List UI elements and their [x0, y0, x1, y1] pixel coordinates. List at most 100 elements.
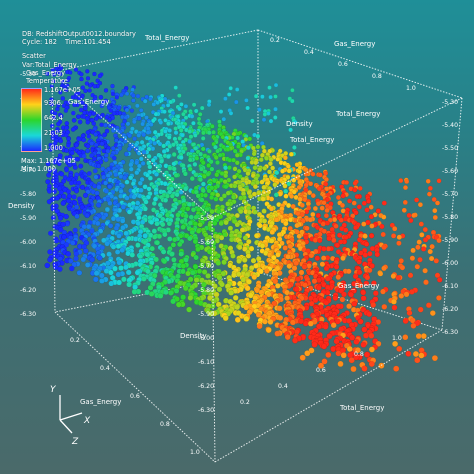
data-point [241, 257, 248, 263]
data-point [230, 253, 236, 259]
data-point [154, 221, 160, 227]
data-point [414, 197, 420, 203]
data-point [140, 161, 146, 166]
data-point [250, 257, 257, 264]
data-point [60, 96, 65, 101]
data-point [195, 246, 201, 252]
data-point [353, 224, 359, 231]
data-point [166, 134, 172, 140]
data-point [218, 220, 224, 226]
data-point [86, 134, 92, 139]
data-point [169, 251, 175, 257]
data-point [367, 250, 373, 257]
data-point [285, 253, 291, 260]
box-edge-top-left [51, 29, 259, 73]
data-point [223, 184, 229, 190]
data-point [209, 209, 215, 215]
data-point [92, 71, 97, 77]
data-point [72, 102, 77, 108]
data-point [140, 219, 146, 225]
data-point [422, 237, 429, 243]
data-point [259, 243, 266, 249]
data-point [414, 263, 421, 270]
data-point [112, 265, 118, 272]
data-point [170, 242, 177, 248]
data-point [85, 119, 91, 125]
data-point [255, 133, 261, 139]
data-point [167, 144, 173, 149]
data-point [107, 117, 112, 123]
data-point [59, 113, 64, 119]
data-point [294, 229, 300, 235]
data-point [79, 72, 84, 77]
data-point [338, 217, 344, 223]
data-point [282, 245, 288, 251]
data-point [368, 204, 374, 210]
data-point [144, 94, 149, 100]
data-point [251, 274, 258, 280]
data-point [165, 154, 171, 159]
data-point [91, 121, 96, 126]
data-point [137, 180, 143, 186]
data-point [104, 206, 110, 213]
data-point [148, 96, 153, 102]
data-point [158, 120, 164, 125]
data-point [84, 262, 91, 268]
data-point [177, 135, 183, 141]
data-point [238, 195, 244, 201]
data-point [234, 99, 239, 105]
data-point [173, 183, 179, 189]
data-point [234, 160, 240, 166]
data-point [269, 238, 275, 244]
data-point [182, 171, 188, 177]
data-point [63, 108, 69, 113]
data-point [97, 80, 103, 86]
data-point [274, 282, 281, 289]
data-point [292, 145, 297, 150]
data-point [217, 119, 222, 124]
data-point [293, 260, 299, 266]
data-point [107, 184, 113, 190]
data-point [181, 111, 186, 117]
data-point [132, 119, 137, 125]
data-point [191, 120, 196, 126]
data-point [88, 83, 93, 88]
data-point [187, 166, 193, 172]
data-point [142, 233, 148, 239]
data-point [323, 265, 330, 272]
data-point [151, 200, 157, 207]
data-point [195, 228, 202, 234]
data-point [50, 68, 55, 73]
data-point [261, 184, 267, 190]
data-point [143, 199, 149, 205]
data-point [73, 255, 79, 262]
data-point [427, 185, 433, 191]
data-point [325, 246, 332, 252]
data-point [314, 255, 321, 261]
data-point [419, 232, 425, 238]
data-point [262, 112, 268, 117]
data-point [410, 247, 416, 254]
data-point [141, 149, 147, 155]
data-point [45, 71, 50, 76]
data-point [200, 136, 206, 141]
data-point [113, 225, 120, 231]
data-point [92, 168, 98, 174]
data-point [116, 105, 122, 111]
data-point [223, 173, 229, 179]
data-point [194, 155, 200, 161]
data-point [58, 138, 64, 144]
data-point [323, 213, 329, 219]
data-point [152, 196, 159, 202]
data-point [47, 249, 53, 255]
data-point [398, 178, 404, 184]
data-point [198, 177, 203, 183]
data-point [135, 242, 141, 248]
data-point [267, 169, 272, 175]
data-point [436, 237, 442, 244]
data-point [273, 115, 278, 120]
data-point [71, 110, 76, 116]
data-point [289, 151, 294, 157]
data-point [205, 273, 211, 279]
